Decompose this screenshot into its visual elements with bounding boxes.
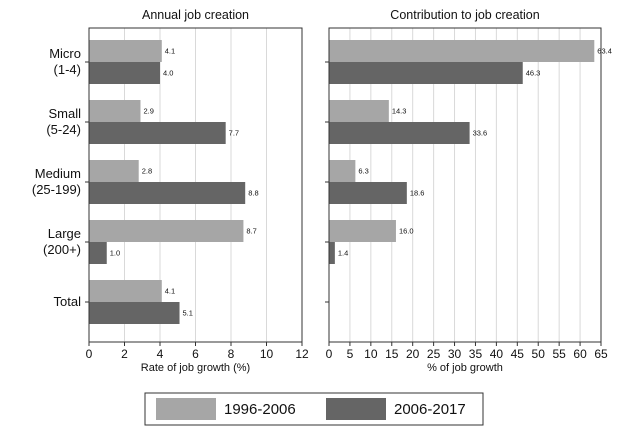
category-label-micro: Micro (1-4) (49, 46, 81, 77)
x-tick-label-0: 0 (326, 347, 333, 361)
chart-panels: 4.1 4.0 2.9 7.7 2.8 8.8 8.7 1.0 4.1 5.1 0 2 4 6 8 10 12 R… (32, 8, 612, 374)
x-tick-label-45: 45 (511, 347, 525, 361)
x-axis-label: Rate of job growth (%) (141, 362, 250, 374)
data-label-micro-2006-2017: 4.0 (163, 69, 173, 78)
bar-small-1996-2006 (329, 100, 389, 122)
x-tick-label-12: 12 (295, 347, 309, 361)
bar-large-2006-2017 (329, 242, 335, 264)
x-tick-label-4: 4 (157, 347, 164, 361)
data-label-small-1996-2006: 14.3 (392, 107, 407, 116)
panel-title: Contribution to job creation (390, 8, 539, 22)
bar-medium-2006-2017 (329, 182, 407, 204)
bar-medium-1996-2006 (89, 160, 139, 182)
bar-micro-2006-2017 (329, 62, 523, 84)
x-tick-label-8: 8 (228, 347, 235, 361)
x-tick-label-0: 0 (86, 347, 93, 361)
bar-micro-1996-2006 (89, 40, 162, 62)
plot-frame (328, 27, 602, 343)
x-tick-label-25: 25 (427, 347, 441, 361)
x-tick-label-6: 6 (192, 347, 199, 361)
bar-small-1996-2006 (89, 100, 141, 122)
data-label-total-2006-2017: 5.1 (183, 309, 193, 318)
bar-large-1996-2006 (89, 220, 244, 242)
bar-medium-2006-2017 (89, 182, 246, 204)
data-label-micro-2006-2017: 46.3 (526, 69, 541, 78)
bar-small-2006-2017 (329, 122, 470, 144)
category-label-large: Large (200+) (43, 226, 81, 257)
x-tick-label-50: 50 (532, 347, 546, 361)
panel-contribution-to-job-creation: 63.4 46.3 14.3 33.6 6.3 18.6 16.0 1.4 0 5 10 15 20 25… (325, 8, 612, 374)
bar-large-2006-2017 (89, 242, 107, 264)
panel-annual-job-creation: 4.1 4.0 2.9 7.7 2.8 8.8 8.7 1.0 4.1 5.1 0 2 4 6 8 10 12 R… (32, 8, 309, 374)
legend: 1996-2006 2006-2017 (144, 392, 484, 426)
data-label-micro-1996-2006: 63.4 (597, 47, 612, 56)
data-label-medium-1996-2006: 2.8 (142, 167, 152, 176)
bar-medium-1996-2006 (329, 160, 356, 182)
data-label-medium-2006-2017: 8.8 (248, 189, 258, 198)
panel-title: Annual job creation (142, 8, 249, 22)
x-tick-label-20: 20 (406, 347, 420, 361)
legend-label-2006-2017: 2006-2017 (394, 401, 466, 418)
data-label-micro-1996-2006: 4.1 (165, 47, 175, 56)
data-label-medium-1996-2006: 6.3 (358, 167, 368, 176)
data-label-total-1996-2006: 4.1 (165, 287, 175, 296)
data-label-medium-2006-2017: 18.6 (410, 189, 425, 198)
data-label-large-2006-2017: 1.4 (338, 249, 348, 258)
x-tick-label-55: 55 (552, 347, 566, 361)
x-tick-label-30: 30 (448, 347, 462, 361)
data-label-large-2006-2017: 1.0 (110, 249, 120, 258)
category-label-total: Total (54, 294, 82, 309)
data-label-small-1996-2006: 2.9 (143, 107, 153, 116)
data-label-large-1996-2006: 16.0 (399, 227, 414, 236)
legend-label-1996-2006: 1996-2006 (224, 401, 296, 418)
x-tick-label-35: 35 (469, 347, 483, 361)
x-tick-label-10: 10 (364, 347, 378, 361)
bar-total-1996-2006 (89, 280, 162, 302)
category-label-medium: Medium (25-199) (32, 166, 81, 197)
legend-swatch-1996-2006 (156, 398, 216, 420)
bar-total-2006-2017 (89, 302, 180, 324)
x-axis-label: % of job growth (427, 362, 503, 374)
x-tick-label-10: 10 (260, 347, 274, 361)
x-tick-label-40: 40 (490, 347, 504, 361)
data-label-small-2006-2017: 33.6 (473, 129, 488, 138)
bar-micro-1996-2006 (329, 40, 595, 62)
legend-swatch-2006-2017 (326, 398, 386, 420)
data-label-small-2006-2017: 7.7 (229, 129, 239, 138)
x-tick-label-2: 2 (121, 347, 128, 361)
bar-small-2006-2017 (89, 122, 226, 144)
category-label-small: Small (5-24) (46, 106, 81, 137)
x-tick-label-5: 5 (347, 347, 354, 361)
bar-large-1996-2006 (329, 220, 396, 242)
data-label-large-1996-2006: 8.7 (246, 227, 256, 236)
x-tick-label-65: 65 (594, 347, 608, 361)
x-tick-label-15: 15 (385, 347, 399, 361)
bar-micro-2006-2017 (89, 62, 160, 84)
x-tick-label-60: 60 (573, 347, 587, 361)
